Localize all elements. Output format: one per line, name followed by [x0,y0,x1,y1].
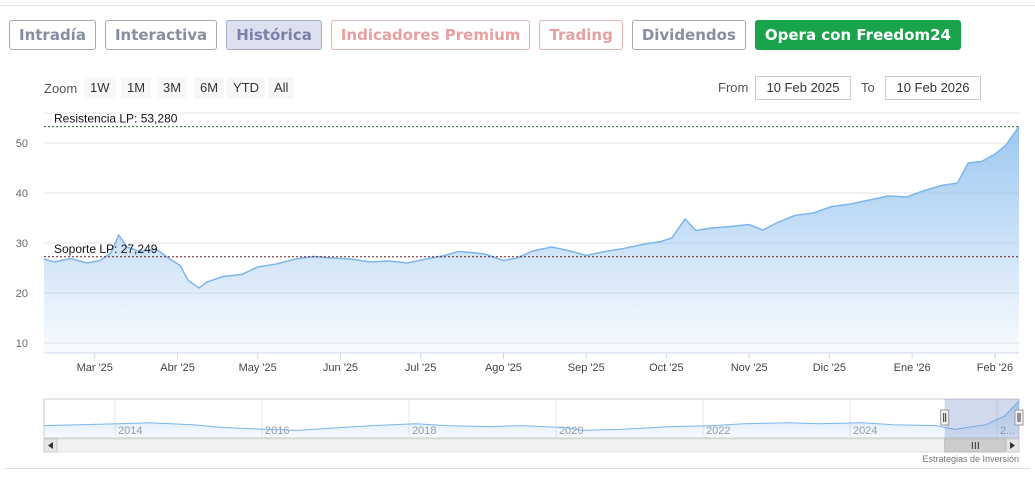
tab-dividendos[interactable]: Dividendos [631,20,746,50]
y-tick-label: 40 [16,188,28,200]
resistance-label: Resistencia LP: 53,280 [54,112,178,126]
tab-historica[interactable]: Histórica [226,20,322,50]
freedom24-button[interactable]: Opera con Freedom24 [754,20,961,50]
zoom-label: Zoom [44,81,78,96]
chart-credit[interactable]: Estrategias de Inversión [922,454,1019,464]
navigator-selection [944,399,1019,438]
x-tick-label: Jun '25 [323,362,358,374]
x-tick-label: Ene '26 [894,362,931,374]
tab-interactiva[interactable]: Interactiva [104,20,218,50]
tab-trading[interactable]: Trading [539,20,623,50]
x-tick-label: Ago '25 [485,362,522,374]
navigator-line [43,400,1020,431]
x-tick-label: Sep '25 [568,362,605,374]
zoom-1w-button[interactable]: 1W [84,77,116,99]
support-label: Soporte LP: 27,249 [54,242,158,256]
x-tick-label: Mar '25 [77,362,113,374]
x-tick-label: Feb '26 [977,362,1013,374]
y-tick-label: 20 [16,288,28,300]
x-tick-label: Abr '25 [160,362,195,374]
x-tick-label: Dic '25 [813,362,846,374]
from-date-input[interactable]: 10 Feb 2025 [755,76,851,100]
zoom-ytd-button[interactable]: YTD [227,77,265,99]
x-tick-label: Jul '25 [405,362,436,374]
y-tick-label: 50 [16,138,28,150]
navigator-right-handle[interactable] [1014,409,1024,426]
x-tick-label: May '25 [239,362,277,374]
to-label: To [861,80,875,95]
tab-bar: Intradía Interactiva Histórica Indicador… [9,20,961,50]
scrollbar-track[interactable] [43,438,1020,453]
price-area [44,126,1019,353]
scroll-right-button[interactable] [1005,438,1020,453]
zoom-6m-button[interactable]: 6M [194,77,225,99]
scrollbar-thumb[interactable] [944,438,1007,453]
tab-indicadores-premium[interactable]: Indicadores Premium [330,20,531,50]
top-divider [0,5,1035,6]
from-label: From [718,80,749,95]
x-tick-label: Nov '25 [731,362,768,374]
navigator-area [44,400,1019,438]
to-date-input[interactable]: 10 Feb 2026 [885,76,981,100]
price-line [43,126,1020,289]
y-tick-label: 30 [16,238,28,250]
zoom-1m-button[interactable]: 1M [121,77,152,99]
y-tick-label: 10 [16,338,28,350]
bottom-divider [5,468,1030,469]
scroll-left-button[interactable] [43,438,58,453]
tab-intradia[interactable]: Intradía [9,20,96,50]
x-tick-label: Oct '25 [649,362,684,374]
zoom-all-button[interactable]: All [268,77,295,99]
zoom-3m-button[interactable]: 3M [157,77,188,99]
navigator-left-handle[interactable] [940,409,950,426]
